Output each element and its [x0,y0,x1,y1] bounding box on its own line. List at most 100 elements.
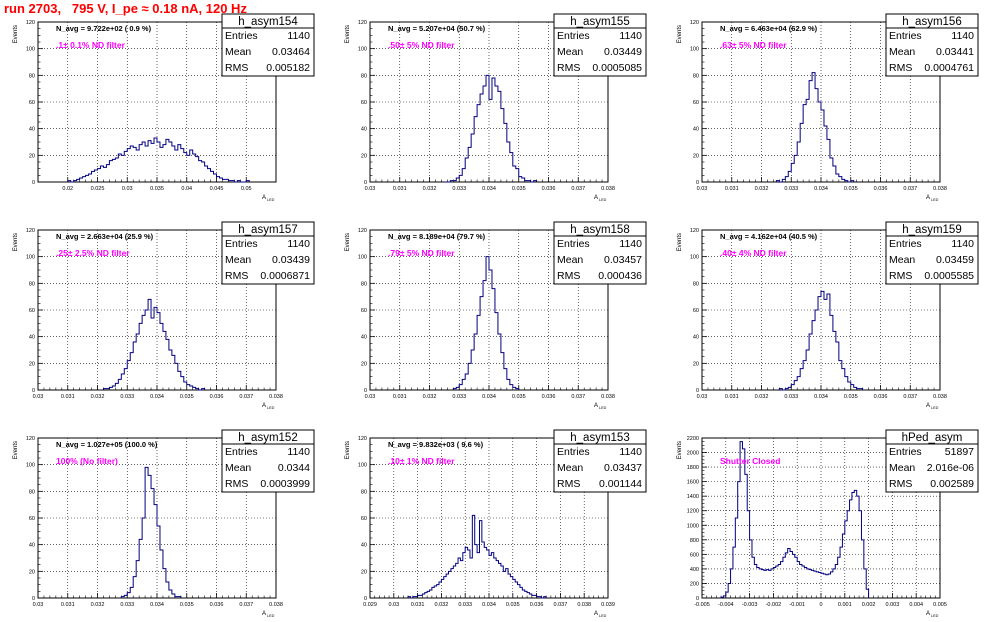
stats-value: 1140 [951,30,974,42]
y-tick-label: 60 [29,516,35,522]
y-axis-label: Events [677,233,683,251]
x-tick-label: 0.001 [838,602,852,608]
x-tick-label: 0.035 [180,602,194,608]
y-tick-label: 100 [26,255,35,261]
x-tick-label: -0.002 [766,602,782,608]
x-tick-label: 0.034 [814,394,828,400]
stats-value: 0.0003999 [260,478,310,490]
x-axis-label-subscript: LED [931,614,939,618]
histogram-panel-h_asym158: 0.03 0.031 0.032 0.033 0.034 0.035 0.036 0.037 0… [345,221,647,410]
histogram-line [120,466,182,598]
stats-value: 1140 [619,446,642,458]
x-tick-label: 0.037 [571,394,585,400]
histogram-panel-hPed_asym: -0.005 -0.004 -0.003 -0.002 -0.001 0 0.001 0.00… [677,429,979,618]
y-tick-label: 100 [690,255,699,261]
histogram-panel-h_asym154: 0.02 0.025 0.03 0.035 0.04 0.045 0.05 0 20 40 60 80… [13,13,315,202]
x-tick-label: 0.03 [122,186,133,192]
stats-label: Entries [225,446,258,458]
y-tick-label: 400 [690,567,699,573]
x-tick-label: 0.036 [542,394,556,400]
histogram-panel-h_asym153: 0.029 0.03 0.031 0.032 0.033 0.034 0.035 0.036 0… [345,429,647,618]
stats-box [553,13,647,77]
histogram-panel-h_asym159: 0.03 0.031 0.032 0.033 0.034 0.035 0.036 0.037 0… [677,221,979,410]
histogram-panel-h_asym152: 0.03 0.031 0.032 0.033 0.034 0.035 0.036 0.037 0… [13,429,315,618]
histogram-line [102,298,206,391]
x-tick-label: 0.037 [554,602,568,608]
x-tick-label: 0.038 [601,186,615,192]
stats-label: Mean [557,462,583,474]
x-tick-label: 0.031 [393,186,407,192]
x-axis-label-subscript: LED [267,614,275,618]
x-axis-label-subscript: LED [931,198,939,202]
stats-label: Entries [889,446,922,458]
x-axis-label: A [262,195,266,201]
y-tick-label: 60 [29,100,35,106]
y-tick-label: 1000 [687,523,699,529]
stats-label: RMS [889,478,912,490]
stats-value: 51897 [945,446,974,458]
y-tick-label: 80 [29,489,35,495]
x-tick-label: 0.002 [862,602,876,608]
x-tick-label: 0.033 [458,602,472,608]
x-axis-label: A [594,195,598,201]
y-tick-label: 0 [364,180,367,186]
x-axis-label-subscript: LED [267,198,275,202]
x-tick-label: -0.005 [694,602,710,608]
stats-box [885,221,979,285]
y-tick-label: 40 [693,127,699,133]
stats-label: RMS [889,270,912,282]
x-axis-label: A [262,403,266,409]
x-axis-label-subscript: LED [599,198,607,202]
x-tick-label: 0.035 [512,186,526,192]
stats-value: 1140 [619,30,642,42]
y-tick-label: 1800 [687,465,699,471]
y-tick-label: 20 [693,153,699,159]
stats-label: Mean [557,254,583,266]
y-tick-label: 40 [361,543,367,549]
x-tick-label: 0.033 [784,186,798,192]
y-tick-label: 1200 [687,509,699,515]
stats-label: Mean [889,254,915,266]
y-tick-label: 0 [32,388,35,394]
y-axis-label: Events [677,25,683,43]
x-tick-label: 0.034 [150,394,164,400]
page-title: run 2703, 795 V, I_pe ≈ 0.18 nA, 120 Hz [4,1,247,16]
histogram-line [720,441,870,598]
stats-label: Mean [225,254,251,266]
x-tick-label: 0 [819,602,822,608]
histogram-line [407,514,547,599]
x-tick-label: 0.039 [601,602,615,608]
x-tick-label: 0.031 [61,602,75,608]
y-tick-label: 100 [690,47,699,53]
y-tick-label: 120 [690,20,699,26]
y-axis-label: Events [13,441,19,459]
y-tick-label: 100 [358,255,367,261]
y-tick-label: 100 [26,463,35,469]
stats-label: RMS [225,62,248,74]
x-axis-label-subscript: LED [599,406,607,410]
x-tick-label: 0.034 [482,602,496,608]
stats-value: 0.002589 [930,478,974,490]
navg-label: N_avg = 9.722e+02 ( 0.9 %) [56,24,152,33]
x-tick-label: 0.032 [435,602,449,608]
stats-value: 0.0344 [278,462,310,474]
y-tick-label: 60 [693,100,699,106]
x-tick-label: 0.03 [33,394,44,400]
x-tick-label: -0.003 [742,602,758,608]
stats-value: 1140 [287,30,310,42]
stats-title: h_asym156 [902,16,961,28]
y-tick-label: 0 [696,388,699,394]
x-tick-label: 0.004 [909,602,923,608]
histogram-line [452,256,520,390]
stats-label: Mean [557,46,583,58]
x-tick-label: 0.036 [542,186,556,192]
stats-value: 1140 [619,238,642,250]
x-tick-label: 0.037 [239,602,253,608]
x-tick-label: -0.004 [718,602,734,608]
x-tick-label: 0.045 [210,186,224,192]
x-tick-label: 0.025 [91,186,105,192]
y-tick-label: 2000 [687,451,699,457]
stats-label: Entries [225,30,258,42]
x-tick-label: 0.031 [725,394,739,400]
